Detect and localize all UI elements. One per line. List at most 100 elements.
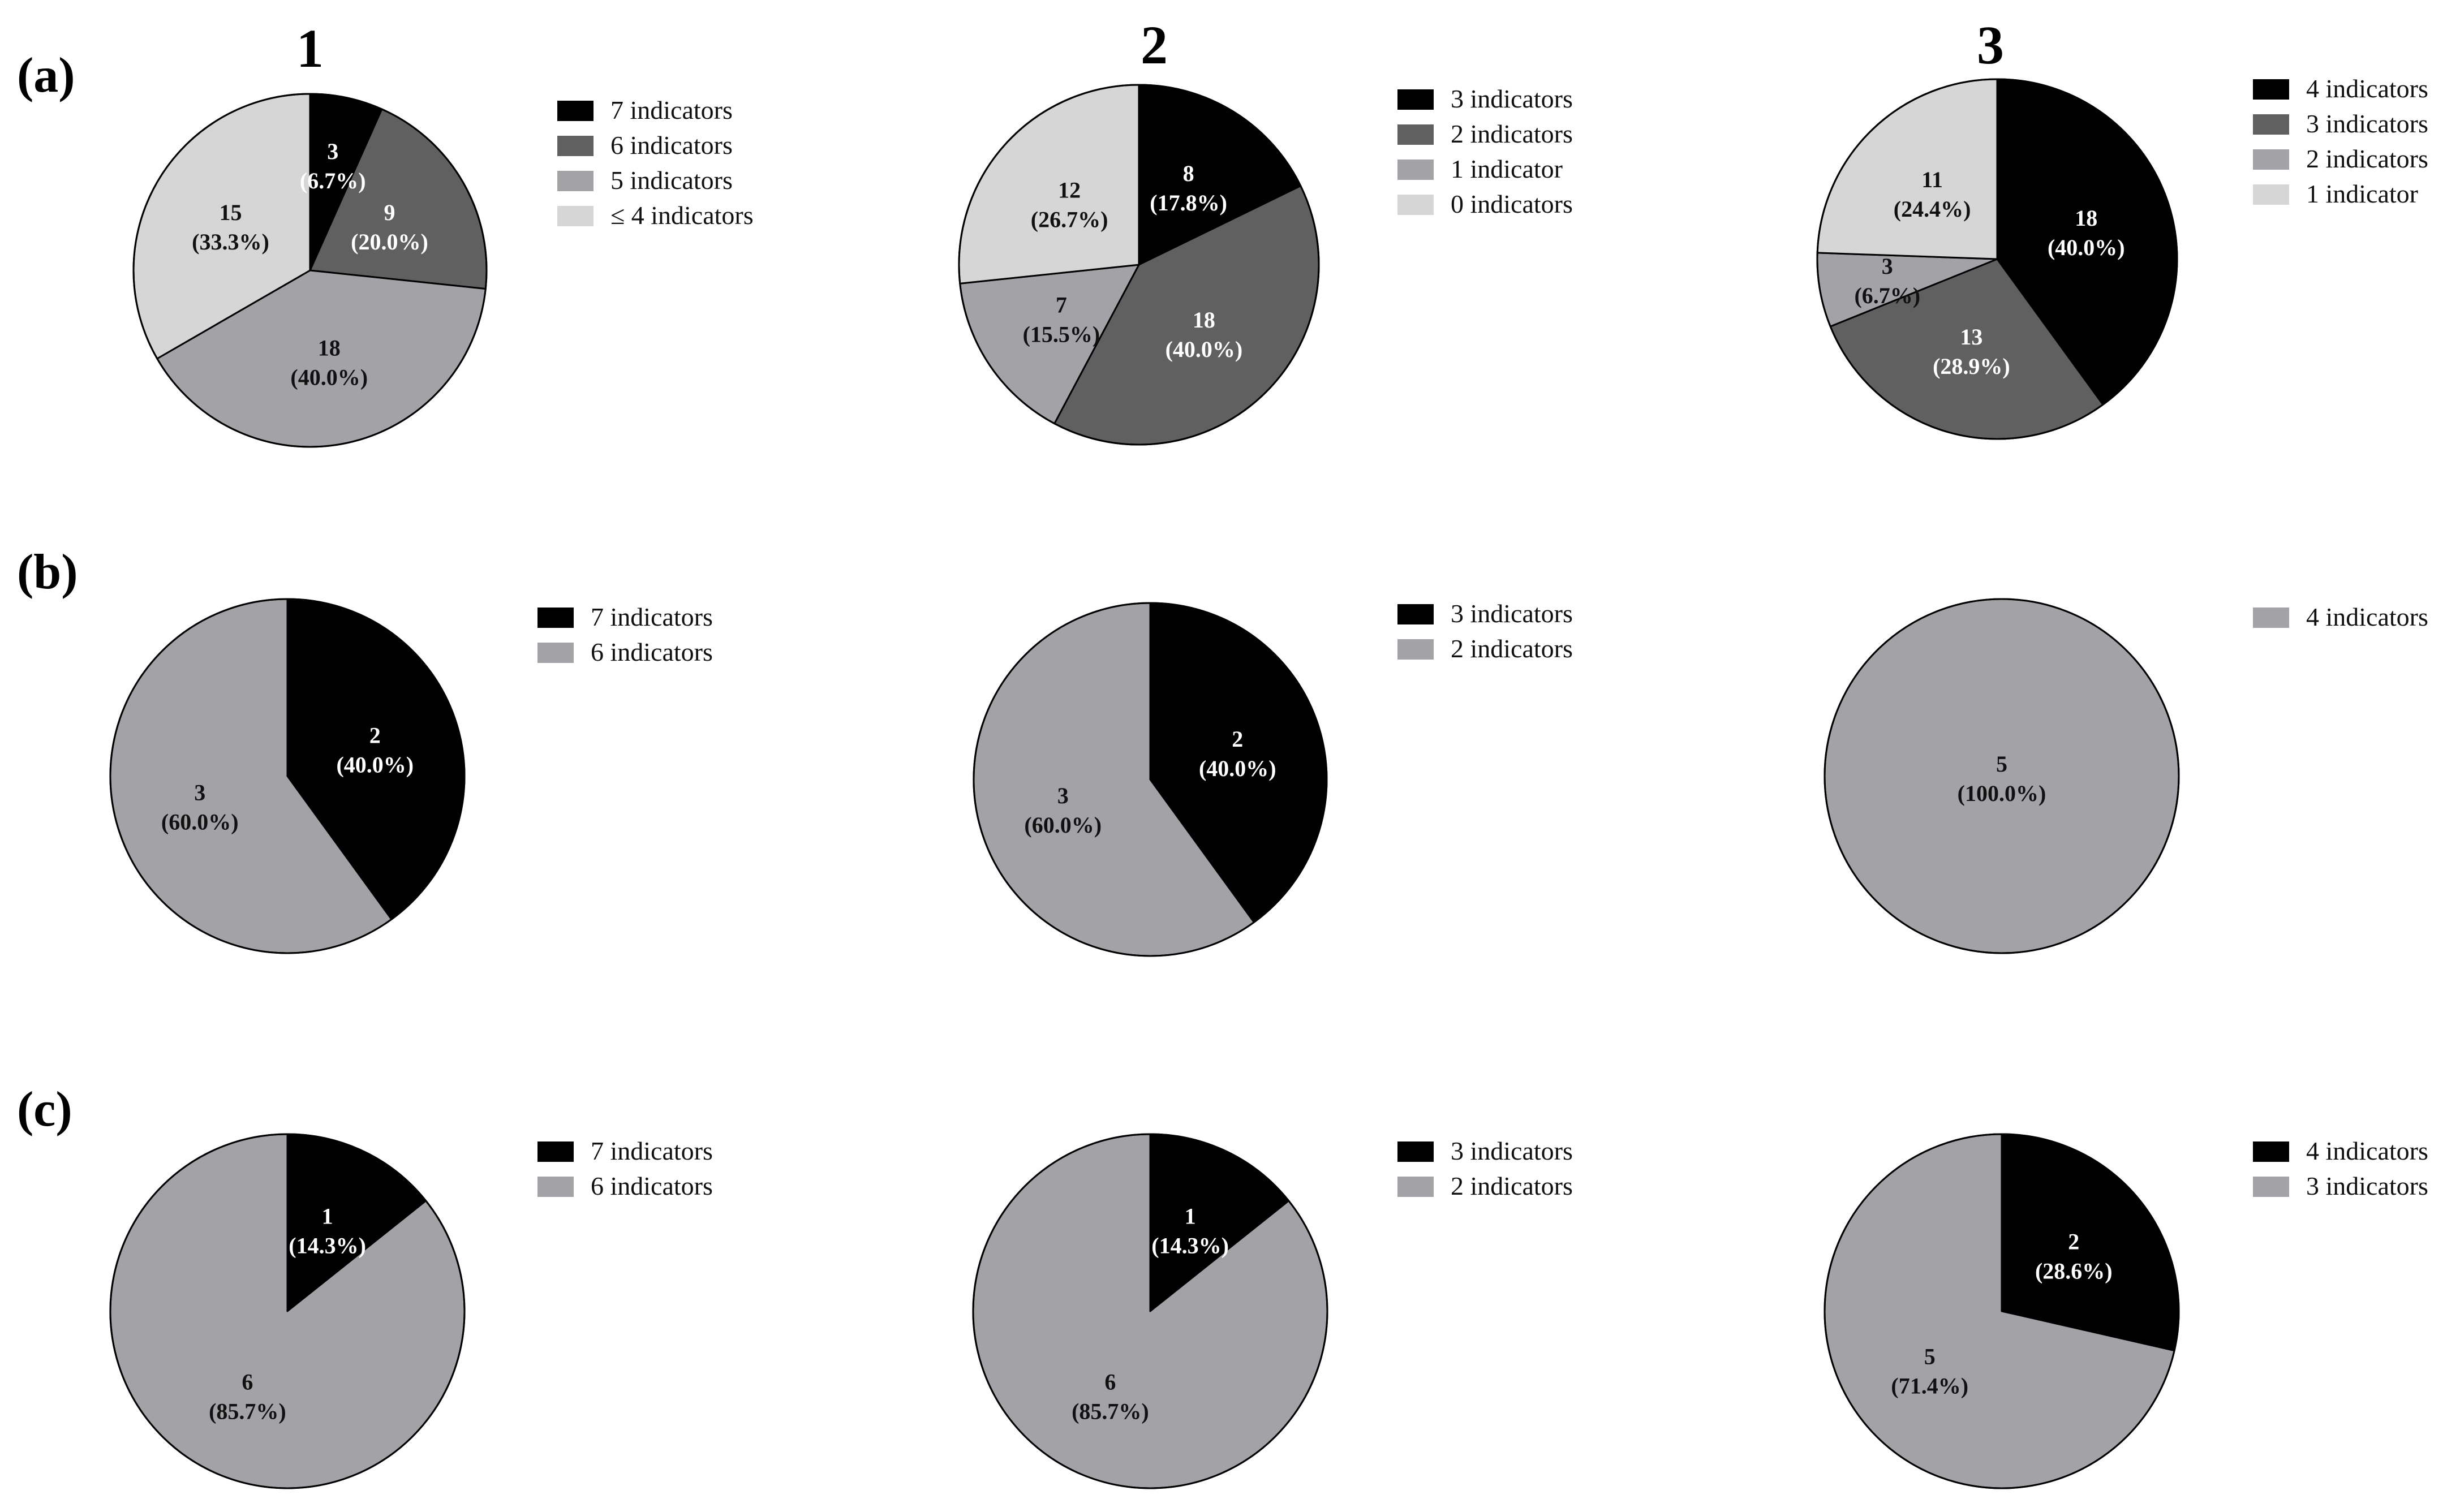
- slice-count-label: 3: [1057, 783, 1069, 808]
- slice-percent-label: (40.0%): [2048, 235, 2125, 260]
- legend-label: ≤ 4 indicators: [610, 201, 754, 230]
- legend-label: 4 indicators: [2306, 602, 2428, 631]
- slice-count-label: 5: [1924, 1344, 1936, 1369]
- legend-swatch: [1397, 604, 1434, 624]
- slice-percent-label: (20.0%): [351, 229, 428, 255]
- pie-slice: [1816, 78, 1998, 260]
- legend-swatch: [557, 101, 594, 121]
- pie: [109, 1133, 466, 1489]
- slice-percent-label: (40.0%): [336, 752, 414, 778]
- pie: [132, 93, 488, 448]
- slice-percent-label: (40.0%): [290, 365, 368, 390]
- slice-percent-label: (100.0%): [1958, 781, 2046, 806]
- slice-percent-label: (28.9%): [1933, 354, 2010, 379]
- slice-labels: 8 (17.8%) 18 (40.0%) 7 (15.5%) 12 (26.7%): [1023, 161, 1243, 362]
- slice-labels: 5 (100.0%): [1958, 751, 2046, 806]
- pie-outline: [132, 93, 488, 448]
- slice-count-label: 9: [384, 200, 395, 225]
- legend-label: 0 indicators: [1451, 189, 1573, 218]
- legend-swatch: [1397, 160, 1434, 180]
- legend-label: 2 indicators: [2306, 144, 2428, 173]
- legend-swatch: [1397, 195, 1434, 215]
- pie-outline: [972, 1133, 1328, 1489]
- pie-chart-a-3: 18 (40.0%) 13 (28.9%) 3 (6.7%) 11 (24.4%) 4 indi…: [1816, 74, 2428, 440]
- column-label-2: 2: [1141, 15, 1168, 75]
- slice-count-label: 2: [1232, 726, 1243, 752]
- pie-chart-c-3: 2 (28.6%) 5 (71.4%) 4 indicators 3 indicators: [1824, 1133, 2428, 1489]
- slice-percent-label: (6.7%): [300, 168, 366, 193]
- slice-percent-label: (14.3%): [289, 1233, 366, 1258]
- slice-percent-label: (17.8%): [1150, 190, 1227, 216]
- legend-swatch: [2253, 79, 2289, 100]
- slice-percent-label: (14.3%): [1151, 1233, 1229, 1258]
- legend-swatch: [2253, 1141, 2289, 1162]
- legend-label: 3 indicators: [1451, 84, 1573, 113]
- legend-label: 6 indicators: [591, 1171, 713, 1200]
- legend: 4 indicators: [2253, 602, 2428, 631]
- slice-percent-label: (24.4%): [1894, 196, 1971, 222]
- legend-label: 1 indicator: [2306, 179, 2418, 208]
- legend-swatch: [2253, 608, 2289, 628]
- legend-label: 7 indicators: [591, 602, 713, 631]
- slice-percent-label: (40.0%): [1166, 337, 1243, 362]
- slice-count-label: 8: [1183, 161, 1194, 186]
- legend-swatch: [1397, 1141, 1434, 1162]
- slice-labels: 2 (28.6%) 5 (71.4%): [1891, 1229, 2112, 1399]
- legend-label: 4 indicators: [2306, 74, 2428, 103]
- slice-percent-label: (85.7%): [209, 1399, 286, 1424]
- slice-count-label: 13: [1960, 324, 1982, 350]
- slice-count-label: 18: [1193, 307, 1215, 333]
- slice-count-label: 18: [318, 335, 341, 361]
- column-label-3: 3: [1977, 15, 2004, 75]
- slice-count-label: 18: [2075, 205, 2097, 231]
- legend-label: 3 indicators: [2306, 109, 2428, 138]
- legend: 3 indicators 2 indicators: [1397, 599, 1573, 663]
- legend-swatch: [557, 206, 594, 226]
- pie-chart-b-1: 2 (40.0%) 3 (60.0%) 7 indicators 6 indicators: [109, 598, 713, 954]
- legend-swatch: [1397, 639, 1434, 660]
- pie-outline: [958, 84, 1320, 446]
- slice-labels: 2 (40.0%) 3 (60.0%): [161, 723, 414, 835]
- legend-label: 6 indicators: [591, 637, 713, 666]
- slice-percent-label: (26.7%): [1031, 206, 1108, 232]
- slice-percent-label: (28.6%): [2035, 1259, 2113, 1284]
- slice-labels: 3 (6.7%) 9 (20.0%) 18 (40.0%) 15 (33.3%): [192, 139, 428, 390]
- legend-swatch: [537, 608, 574, 628]
- legend-swatch: [1397, 89, 1434, 110]
- slice-count-label: 1: [1185, 1203, 1196, 1229]
- legend-label: 7 indicators: [610, 96, 733, 124]
- legend-label: 3 indicators: [2306, 1171, 2428, 1200]
- pie: [972, 1133, 1328, 1489]
- slice-percent-label: (85.7%): [1072, 1399, 1149, 1424]
- legend: 7 indicators 6 indicators: [537, 1136, 713, 1200]
- legend: 3 indicators 2 indicators: [1397, 1136, 1573, 1200]
- row-label-c: (c): [17, 1082, 72, 1137]
- slice-labels: 1 (14.3%) 6 (85.7%): [1072, 1203, 1229, 1424]
- slice-count-label: 3: [1882, 253, 1893, 279]
- pie-outline: [109, 598, 466, 954]
- legend-label: 6 indicators: [610, 131, 733, 160]
- legend-swatch: [2253, 184, 2289, 205]
- slice-count-label: 2: [369, 723, 381, 748]
- pie: [1824, 1133, 2180, 1489]
- legend-label: 3 indicators: [1451, 599, 1573, 628]
- legend-swatch: [557, 136, 594, 156]
- slice-count-label: 2: [2068, 1229, 2079, 1255]
- column-label-1: 1: [296, 18, 324, 79]
- pie-chart-b-2: 2 (40.0%) 3 (60.0%) 3 indicators 2 indicators: [973, 599, 1573, 957]
- pie: [1816, 78, 2178, 440]
- pie-slice: [958, 84, 1140, 285]
- pie: [973, 602, 1328, 957]
- slice-percent-label: (40.0%): [1199, 756, 1276, 781]
- legend: 3 indicators 2 indicators 1 indicator 0 ind…: [1397, 84, 1573, 218]
- slice-percent-label: (60.0%): [161, 809, 239, 834]
- legend-swatch: [537, 1141, 574, 1162]
- legend-label: 2 indicators: [1451, 1171, 1573, 1200]
- pie-outline: [973, 602, 1328, 957]
- pie: [109, 598, 466, 954]
- pie-chart-a-2: 8 (17.8%) 18 (40.0%) 7 (15.5%) 12 (26.7%) 3 indi…: [958, 84, 1573, 446]
- slice-labels: 1 (14.3%) 6 (85.7%): [209, 1203, 366, 1424]
- slice-labels: 18 (40.0%) 13 (28.9%) 3 (6.7%) 11 (24.4%): [1854, 167, 2124, 379]
- legend: 4 indicators 3 indicators: [2253, 1136, 2428, 1200]
